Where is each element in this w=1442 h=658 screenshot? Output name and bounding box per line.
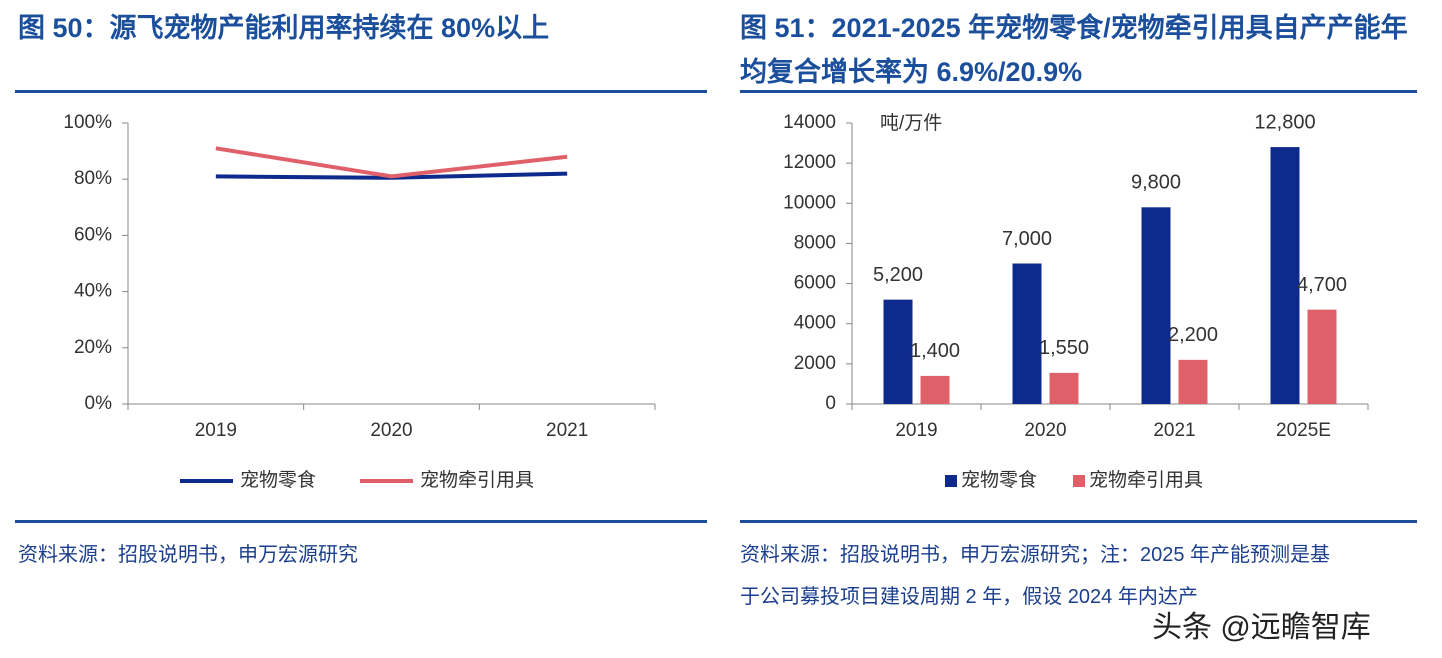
y-tick-label: 0: [825, 393, 836, 414]
x-tick-label: 2019: [895, 420, 937, 441]
legend-swatch: [945, 475, 957, 487]
y-tick-label: 12000: [783, 152, 836, 173]
value-label: 1,400: [910, 340, 960, 362]
legend-label: 宠物牵引用具: [1089, 469, 1203, 491]
source-note: 资料来源：招股说明书，申万宏源研究: [18, 544, 358, 566]
source-rule: [740, 520, 1417, 523]
bar: [883, 299, 913, 404]
y-tick-label: 2000: [794, 353, 836, 374]
y-tick-label: 20%: [74, 337, 112, 358]
x-tick-label: 2021: [1153, 420, 1195, 441]
value-label: 12,800: [1254, 111, 1315, 133]
title-rule: [15, 90, 707, 93]
y-tick-label: 10000: [783, 192, 836, 213]
value-label: 9,800: [1131, 172, 1181, 194]
y-tick-label: 60%: [74, 224, 112, 245]
y-tick-label: 40%: [74, 281, 112, 302]
x-tick-label: 2021: [546, 420, 588, 441]
line-series: [215, 146, 568, 179]
bar: [1270, 147, 1300, 405]
value-label: 1,550: [1039, 337, 1089, 359]
y-tick-label: 6000: [794, 273, 836, 294]
y-tick-label: 80%: [74, 168, 112, 189]
legend-label: 宠物零食: [240, 469, 316, 491]
x-tick-label: 2020: [370, 420, 412, 441]
bar: [920, 375, 950, 404]
chart-title: 图 51：2021-2025 年宠物零食/宠物牵引用具自产产能年均复合增长率为 …: [740, 13, 1408, 87]
value-label: 5,200: [873, 264, 923, 286]
legend-swatch: [1073, 475, 1085, 487]
value-label: 2,200: [1168, 324, 1218, 346]
chart: 0 2000 4000 6000 8000 10000 12000 14000 2019 2020…: [783, 111, 1369, 491]
y-tick-label: 100%: [63, 112, 112, 133]
x-tick-label: 2020: [1024, 420, 1066, 441]
chart-title: 图 50：源飞宠物产能利用率持续在 80%以上: [18, 13, 550, 43]
bar: [1049, 372, 1079, 404]
x-tick-label: 2025E: [1276, 420, 1331, 441]
source-note: 资料来源：招股说明书，申万宏源研究；注：2025 年产能预测是基于公司募投项目建…: [740, 544, 1331, 608]
bar: [1178, 359, 1208, 404]
chart: 0% 20% 40% 60% 80% 100% 2019 2020 2021 宠物零食 宠物牵引用具: [63, 112, 656, 491]
y-tick-label: 8000: [794, 232, 836, 253]
y-tick-label: 4000: [794, 313, 836, 334]
x-tick-label: 2019: [195, 420, 237, 441]
source-rule: [15, 520, 707, 523]
y-tick-label: 0%: [85, 393, 113, 414]
bar: [1307, 309, 1337, 404]
value-label: 4,700: [1297, 274, 1347, 296]
bar: [1012, 263, 1042, 404]
y-tick-label: 14000: [783, 112, 836, 133]
y-axis-label: 吨/万件: [880, 112, 942, 134]
value-label: 7,000: [1002, 228, 1052, 250]
legend-label: 宠物零食: [961, 469, 1037, 491]
title-rule: [740, 90, 1417, 93]
legend-label: 宠物牵引用具: [420, 469, 534, 491]
bar: [1141, 207, 1171, 404]
watermark: 头条 @远瞻智库: [1152, 611, 1371, 644]
